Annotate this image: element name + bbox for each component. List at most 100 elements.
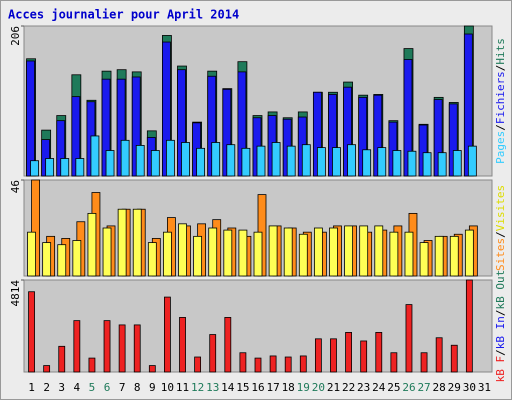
bar: [27, 231, 36, 277]
x-tick-label: 12: [191, 381, 204, 394]
bar: [194, 356, 202, 373]
bar: [271, 142, 281, 177]
panel: [23, 279, 493, 373]
x-tick-label: 18: [282, 381, 295, 394]
x-tick-label: 31: [478, 381, 491, 394]
bar: [314, 338, 322, 373]
legend-separator: /: [494, 65, 507, 72]
legend-entry: Hits: [494, 38, 507, 65]
bar: [269, 355, 277, 373]
bar: [164, 296, 171, 373]
x-tick-label: 1: [28, 381, 35, 394]
bar: [239, 352, 247, 373]
x-tick-label: 15: [236, 381, 249, 394]
legend-entry: Visites: [494, 185, 507, 231]
bar: [211, 142, 221, 177]
x-tick-label: 24: [372, 381, 386, 394]
bar: [449, 235, 459, 277]
bar: [118, 324, 126, 373]
bar: [404, 231, 414, 277]
bar: [208, 227, 218, 277]
x-tick-label: 7: [119, 381, 126, 394]
bar: [87, 212, 97, 277]
legend-entry: kB F: [494, 356, 507, 383]
bar: [42, 242, 52, 277]
bar: [464, 229, 474, 277]
x-tick-label: 14: [221, 381, 235, 394]
x-tick-label: 4: [74, 381, 81, 394]
bar: [389, 231, 399, 277]
y-tick-label: 206: [9, 26, 22, 46]
x-tick-label: 29: [448, 381, 461, 394]
bar: [434, 235, 444, 277]
bar: [347, 144, 356, 177]
bar: [103, 320, 111, 373]
y-tick-label: 46: [9, 180, 22, 193]
bar: [73, 320, 81, 373]
bar: [45, 158, 55, 177]
bar: [88, 357, 96, 373]
bar: [298, 233, 308, 277]
bar: [209, 334, 217, 373]
bar: [283, 227, 293, 277]
bar: [135, 145, 145, 177]
x-tick-label: 10: [161, 381, 174, 394]
bar: [72, 240, 82, 277]
x-tick-label: 20: [312, 381, 325, 394]
chart-title: Acces journalier pour April 2014: [8, 8, 239, 22]
bar: [419, 242, 429, 277]
bar: [374, 225, 384, 277]
bar: [420, 352, 428, 373]
bar: [301, 144, 311, 177]
x-tick-label: 3: [58, 381, 65, 394]
legend-entry: Pages: [494, 131, 507, 164]
bar: [30, 160, 39, 177]
legend: Pages/Fichiers/Hits: [494, 38, 507, 164]
bar: [330, 338, 337, 373]
bar: [329, 227, 338, 277]
bar: [284, 356, 292, 373]
bar: [102, 227, 112, 277]
bar: [133, 324, 141, 373]
legend-entry: kB In: [494, 316, 507, 349]
bar: [60, 158, 70, 177]
bar: [407, 150, 417, 177]
bar: [437, 152, 447, 177]
bar: [147, 242, 157, 277]
x-tick-label: 17: [266, 381, 279, 394]
bar: [90, 135, 100, 177]
bar: [57, 244, 67, 277]
x-tick-label: 23: [357, 381, 370, 394]
bar: [253, 231, 263, 277]
x-tick-label: 5: [89, 381, 96, 394]
x-tick-label: 26: [402, 381, 415, 394]
bar: [405, 304, 413, 373]
bar: [150, 150, 160, 177]
legend-separator: /: [494, 124, 507, 131]
bar: [359, 225, 369, 277]
bar: [166, 139, 175, 177]
bar: [196, 147, 206, 177]
bar: [254, 357, 262, 373]
bar: [226, 144, 236, 177]
bar: [465, 279, 473, 373]
x-tick-label: 16: [251, 381, 264, 394]
bar: [256, 145, 266, 177]
bar: [375, 332, 383, 373]
bar: [360, 340, 368, 373]
bar: [43, 365, 51, 373]
bar: [286, 145, 296, 177]
bar: [390, 352, 398, 373]
bar: [241, 147, 251, 177]
legend-entry: kB Out: [494, 270, 507, 310]
legend-separator: /: [494, 349, 507, 356]
bar: [268, 225, 278, 277]
bar: [75, 158, 85, 177]
bar: [450, 344, 458, 373]
x-tick-label: 28: [433, 381, 446, 394]
bar: [105, 150, 115, 177]
bar: [313, 227, 323, 277]
bar: [58, 345, 66, 373]
bar: [344, 225, 353, 277]
